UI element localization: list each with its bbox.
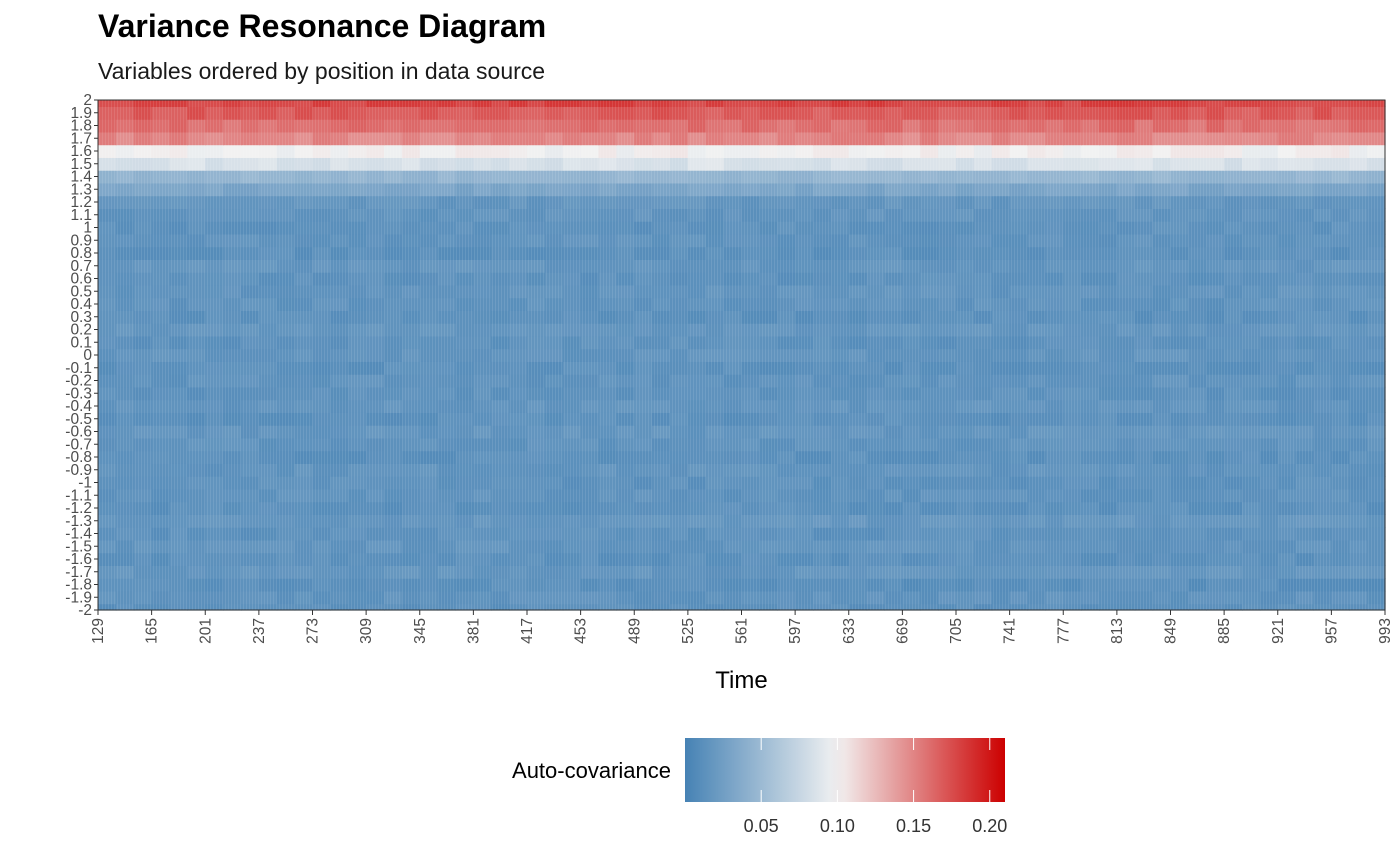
- x-tick-label: 993: [1377, 618, 1394, 644]
- x-tick-label: 777: [1055, 618, 1072, 644]
- y-tick-label: 0.9: [70, 232, 92, 249]
- x-tick-label: 165: [144, 618, 161, 644]
- x-tick-label: 849: [1163, 618, 1180, 644]
- y-tick-label: -0.3: [65, 385, 92, 402]
- y-tick-label: 1.9: [70, 105, 92, 122]
- legend-title: Auto-covariance: [512, 758, 671, 783]
- y-tick-label: 1.8: [70, 118, 92, 135]
- legend-colorbar: [685, 738, 1005, 802]
- x-tick-label: 453: [573, 618, 590, 644]
- x-tick-label: 705: [948, 618, 965, 644]
- x-tick-label: 417: [519, 618, 536, 644]
- legend-ticks: 0.05 0.10 0.15 0.20: [744, 738, 1007, 836]
- legend-tick-label: 0.05: [744, 816, 779, 836]
- y-tick-label: 0.3: [70, 309, 92, 326]
- y-tick-label: 2: [83, 92, 92, 109]
- y-tick-label: 1.6: [70, 143, 92, 160]
- x-tick-label: 201: [197, 618, 214, 644]
- y-tick-label: -0.6: [65, 424, 92, 441]
- y-tick-label: 0.6: [70, 271, 92, 288]
- x-tick-label: 309: [358, 618, 375, 644]
- x-tick-label: 813: [1109, 618, 1126, 644]
- x-tick-label: 741: [1002, 618, 1019, 644]
- y-tick-label: -1.6: [65, 551, 92, 568]
- y-tick-label: -1.7: [65, 564, 92, 581]
- x-tick-label: 129: [90, 618, 107, 644]
- y-tick-label: 0.2: [70, 322, 92, 339]
- x-tick-label: 921: [1270, 618, 1287, 644]
- x-tick-label: 957: [1323, 618, 1340, 644]
- y-tick-label: -1.1: [65, 487, 92, 504]
- x-tick-label: 381: [465, 618, 482, 644]
- y-tick-label: -1: [78, 475, 92, 492]
- y-tick-label: 1.2: [70, 194, 92, 211]
- y-tick-label: -0.7: [65, 436, 92, 453]
- y-axis: -2-1.9-1.8-1.7-1.6-1.5-1.4-1.3-1.2-1.1-1…: [65, 92, 98, 619]
- y-tick-label: -0.8: [65, 449, 92, 466]
- chart-subtitle: Variables ordered by position in data so…: [98, 58, 546, 84]
- y-tick-label: -1.4: [65, 526, 92, 543]
- y-tick-label: -1.9: [65, 589, 92, 606]
- x-tick-label: 561: [734, 618, 751, 644]
- y-tick-label: 0.7: [70, 258, 92, 275]
- x-tick-label: 489: [626, 618, 643, 644]
- x-tick-label: 237: [251, 618, 268, 644]
- y-tick-label: 1.3: [70, 181, 92, 198]
- x-tick-label: 597: [787, 618, 804, 644]
- legend-tick-label: 0.15: [896, 816, 931, 836]
- y-tick-label: 0.8: [70, 245, 92, 262]
- y-tick-label: 1.4: [70, 169, 92, 186]
- y-tick-label: 0.5: [70, 283, 92, 300]
- y-tick-label: 0.1: [70, 334, 92, 351]
- y-tick-label: 0.4: [70, 296, 92, 313]
- y-tick-label: 0: [83, 347, 92, 364]
- x-tick-label: 345: [412, 618, 429, 644]
- y-tick-label: 1.7: [70, 130, 92, 147]
- y-tick-label: -1.3: [65, 513, 92, 530]
- chart-title: Variance Resonance Diagram: [98, 8, 547, 44]
- x-tick-label: 525: [680, 618, 697, 644]
- y-tick-label: -0.9: [65, 462, 92, 479]
- y-tick-label: -2: [78, 602, 92, 619]
- y-tick-label: 1.5: [70, 156, 92, 173]
- y-tick-label: 1.1: [70, 207, 92, 224]
- y-tick-label: 1: [83, 220, 92, 237]
- x-axis-label: Time: [715, 667, 767, 694]
- x-tick-label: 885: [1216, 618, 1233, 644]
- x-tick-label: 633: [841, 618, 858, 644]
- y-tick-label: -0.5: [65, 411, 92, 428]
- legend-tick-label: 0.20: [972, 816, 1007, 836]
- y-tick-label: -1.2: [65, 500, 92, 517]
- y-tick-label: -0.4: [65, 398, 92, 415]
- texture-layer: [98, 100, 1385, 610]
- x-axis: 129 165 201 237 273 309 345 381 417 453 489 525 561 5…: [90, 610, 1394, 644]
- y-tick-label: -1.8: [65, 577, 92, 594]
- x-tick-label: 669: [894, 618, 911, 644]
- color-legend: Auto-covariance 0.05 0.10 0.15 0.20: [512, 738, 1007, 836]
- legend-tick-label: 0.10: [820, 816, 855, 836]
- x-tick-label: 273: [305, 618, 322, 644]
- y-tick-label: -0.1: [65, 360, 92, 377]
- y-tick-label: -0.2: [65, 373, 92, 390]
- y-tick-label: -1.5: [65, 538, 92, 555]
